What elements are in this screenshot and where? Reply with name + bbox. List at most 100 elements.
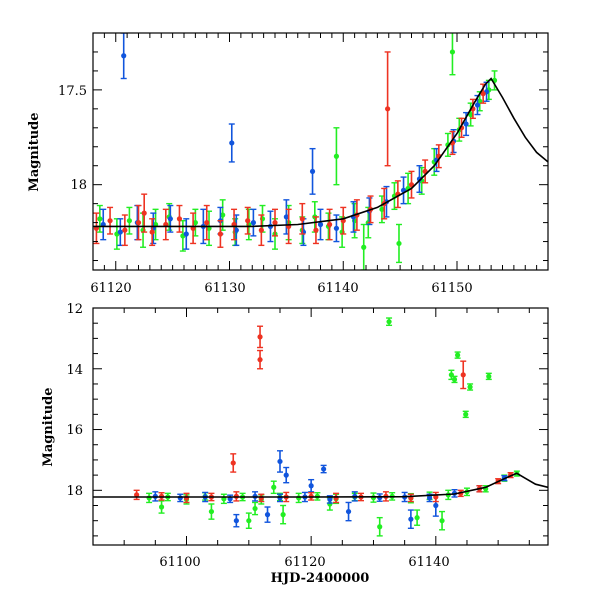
top-ytick-label-17.5: 17.5 [58,84,87,99]
top-green-point [449,49,456,55]
bottom-blue-point [321,466,327,472]
top-blue-point [317,221,324,228]
top-red-point [149,229,155,235]
top-green-point [192,220,198,226]
top-green-point [220,212,226,218]
top-green-point [361,244,367,250]
bottom-plot-area [93,317,548,537]
bottom-xtick-label-61140: 61140 [408,555,449,570]
bottom-green-point [208,508,215,515]
bottom-green-point [271,484,277,490]
bottom-green-point [386,319,392,325]
top-red-point [135,220,142,226]
bottom-green-point [280,512,286,518]
bottom-ytick-label-16: 16 [66,423,83,438]
bottom-red-point [257,334,263,340]
top-plot-area [93,33,548,270]
bottom-ytick-label-12: 12 [66,302,83,317]
bottom-green-point [451,376,458,383]
bottom-blue-point [433,502,439,509]
top-blue-point [117,229,123,235]
top-blue-point [463,121,469,127]
top-blue-point [309,168,316,175]
bottom-red-point [134,492,140,498]
bottom-green-point [246,518,252,524]
bottom-model-curve [93,472,548,498]
top-red-point [327,221,333,228]
top-blue-point [474,102,481,108]
top-red-point [176,216,183,222]
top-red-point [245,218,251,224]
bottom-ytick-label-18: 18 [66,484,83,499]
bottom-green-point [158,504,165,510]
bottom-plot-frame [92,307,549,546]
bottom-blue-point [345,508,352,515]
top-red-point [385,106,391,112]
top-xtick-label-61150: 61150 [431,281,472,296]
top-blue-point [121,53,127,59]
top-xtick-label-61120: 61120 [90,281,131,296]
top-green-point [97,216,103,222]
bottom-blue-point [177,495,183,501]
top-ticks [92,32,549,270]
top-red-point [258,227,264,233]
bottom-green-point [146,495,152,501]
bottom-green-point [377,524,383,530]
top-red-point [107,218,113,224]
top-blue-point [167,216,173,222]
bottom-red-point [258,495,264,501]
top-ytick-label-18: 18 [70,178,87,193]
bottom-blue-point [308,483,314,489]
top-blue-point [250,220,256,226]
top-plot-frame [92,32,549,271]
bottom-green-point [252,505,258,512]
top-green-point [396,240,402,247]
bottom-ylabel: Magnitude [41,387,56,466]
top-xtick-label-61130: 61130 [204,281,245,296]
bottom-blue-point [327,496,333,503]
bottom-green-point [455,352,461,358]
top-blue-point [283,214,289,220]
top-red-point [217,231,223,237]
bottom-green-point [463,411,469,417]
top-red-point [204,220,210,226]
bottom-red-point [460,372,466,378]
top-green-point [333,153,340,159]
top-ylabel: Magnitude [27,112,42,191]
bottom-panel: 61100 61120 61140 12 14 16 18 Magnitude … [41,302,549,586]
top-xtick-label-61140: 61140 [317,281,358,296]
bottom-green-point [439,518,445,524]
bottom-blue-point [377,495,383,501]
top-red-point [408,182,415,188]
top-blue-point [333,225,340,231]
bottom-ticks [92,307,548,545]
bottom-xtick-label-61100: 61100 [159,555,200,570]
top-panel: 61120 61130 61140 61150 17.5 18 Magnitud… [27,32,549,296]
bottom-red-point [183,495,190,501]
bottom-blue-point [233,518,239,524]
bottom-blue-point [277,458,283,465]
bottom-green-point [467,384,473,390]
bottom-green-point [296,495,302,501]
bottom-blue-point [264,512,271,518]
top-blue-point [233,227,239,233]
bottom-xtick-label-61120: 61120 [284,555,325,570]
bottom-xlabel: HJD-2400000 [271,571,370,586]
bottom-ytick-label-14: 14 [66,363,83,378]
top-green-point [126,218,132,224]
bottom-red-point [257,357,263,363]
top-red-point [122,227,128,233]
top-model-curve [93,77,548,228]
bottom-blue-point [283,472,289,478]
top-red-point [141,210,147,216]
top-blue-point [229,140,235,146]
top-red-point [272,220,278,226]
top-red-point [480,91,486,97]
top-green-point [379,206,385,212]
bottom-red-point [230,460,236,466]
top-red-point [299,216,305,222]
bottom-green-point [486,373,492,379]
top-blue-point [183,231,189,237]
bottom-green-point [414,515,420,521]
